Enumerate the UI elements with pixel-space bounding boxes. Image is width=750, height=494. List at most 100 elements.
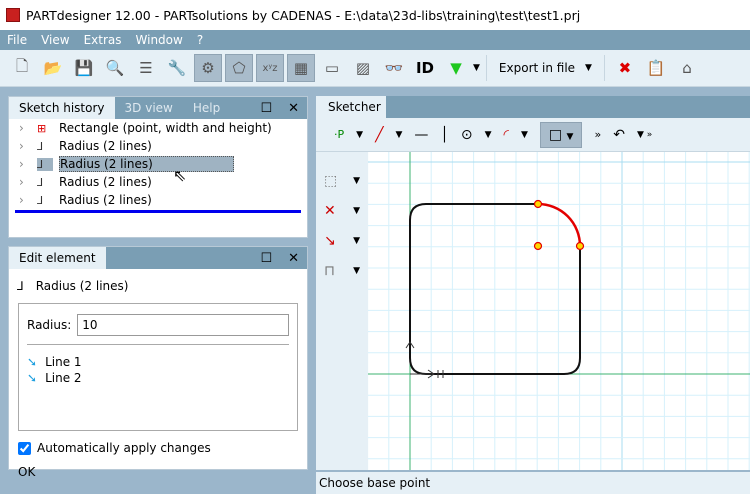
close-icon[interactable]: ✕ xyxy=(288,100,299,116)
ok-button[interactable]: OK xyxy=(18,465,36,479)
table-icon[interactable]: ▦ xyxy=(287,54,315,82)
rectangle-tool-icon[interactable]: □ ▼ xyxy=(539,121,583,148)
control-point xyxy=(533,241,543,251)
dimension-icon[interactable]: ▨ xyxy=(355,59,371,77)
tab-sketch-history[interactable]: Sketch history xyxy=(9,97,115,119)
more-icon[interactable]: » xyxy=(594,128,602,141)
delete-icon[interactable]: ✖ xyxy=(618,59,632,77)
trim-tool[interactable]: ✕ ▼ xyxy=(324,203,360,219)
line-item[interactable]: Line 1 xyxy=(45,355,82,369)
dimension-icon: ⊓ xyxy=(324,263,335,279)
mouse-cursor-icon: ⇖ xyxy=(173,166,187,185)
export-dropdown[interactable]: Export in file ▼ xyxy=(498,61,592,75)
constraint-marker xyxy=(437,370,444,378)
insert-marker[interactable] xyxy=(15,210,301,213)
maximize-icon[interactable]: ☐ xyxy=(260,250,273,266)
selected-radius-arc xyxy=(537,202,582,247)
export-label: Export in file xyxy=(498,61,576,75)
vertical-line-icon[interactable]: │ xyxy=(440,126,449,143)
origin-marker xyxy=(405,341,435,379)
save-icon[interactable]: 💾 xyxy=(74,59,94,77)
glasses-icon[interactable]: 👓 xyxy=(384,59,404,77)
list-item-selected[interactable]: › ⅃ Radius (2 lines) xyxy=(9,155,307,173)
list-item[interactable]: › ⊞ Rectangle (point, width and height) xyxy=(9,119,307,137)
auto-apply-checkbox[interactable] xyxy=(18,441,31,455)
green-triangle-icon[interactable]: ▼ xyxy=(450,59,462,77)
line-item[interactable]: Line 2 xyxy=(45,371,82,385)
move-icon: ⬚ xyxy=(324,173,338,189)
sketch-history-panel: Sketch history 3D view Help ☐ ✕ › ⊞ Rectang… xyxy=(8,96,308,238)
control-point xyxy=(533,199,543,209)
item-label: Radius (2 lines) xyxy=(59,156,234,172)
main-toolbar: 🗋 📂 💾 🔍 ☰ 🔧 ⚙ ⬠ xʸz ▦ ▭ ▨ 👓 ID ▼ ▼ Export… xyxy=(0,50,750,87)
search-icon[interactable]: 🔍 xyxy=(105,59,125,77)
radius-icon: ⅃ xyxy=(37,157,53,171)
chevron-right-icon[interactable]: › xyxy=(19,121,24,135)
line-arrow-icon: ➘ xyxy=(27,355,38,369)
sketch-outline xyxy=(409,203,581,375)
chevron-right-icon[interactable]: › xyxy=(19,175,24,189)
menu-help[interactable]: ? xyxy=(196,33,204,47)
radius-icon: ⅃ xyxy=(17,279,24,293)
menu-file[interactable]: File xyxy=(7,33,28,47)
list-item[interactable]: › ⅃ Radius (2 lines) xyxy=(9,137,307,155)
part-icon[interactable]: ▭ xyxy=(324,59,340,77)
properties-icon[interactable]: ☰ xyxy=(139,59,153,77)
line-arrow-icon: ➘ xyxy=(27,371,38,385)
close-icon[interactable]: ✕ xyxy=(288,250,299,266)
radius-icon: ⅃ xyxy=(37,175,44,189)
new-file-icon[interactable]: 🗋 xyxy=(15,56,29,75)
app-icon xyxy=(6,8,20,22)
radius-icon: ⅃ xyxy=(37,139,44,153)
transform-tool[interactable]: ⬚ ▼ xyxy=(324,173,360,189)
menu-window[interactable]: Window xyxy=(135,33,183,47)
menu-extras[interactable]: Extras xyxy=(83,33,122,47)
edit-element-panel: Edit element ☐ ✕ ⅃ Radius (2 lines) Radius… xyxy=(8,246,308,479)
item-label: Radius (2 lines) xyxy=(59,139,152,153)
id-icon[interactable]: ID xyxy=(415,59,435,77)
sketch-view-icon[interactable]: ⬠ xyxy=(225,54,253,82)
sketcher-toolbar: ·P ▼ ╱ ▼ — │ ⊙ ▼ ◜ ▼ □ ▼ » ↶ ▼ » xyxy=(316,118,750,152)
radius-label: Radius: xyxy=(27,318,72,332)
horizontal-line-icon[interactable]: — xyxy=(414,126,429,143)
element-name: Radius (2 lines) xyxy=(35,279,129,293)
item-label: Radius (2 lines) xyxy=(59,175,152,189)
dimension-tool[interactable]: ⊓ ▼ xyxy=(324,263,360,279)
add-shape-icon[interactable]: ⌂ xyxy=(682,59,692,77)
chevron-right-icon[interactable]: › xyxy=(19,193,24,207)
rectangle-icon: ⊞ xyxy=(37,121,47,135)
sketcher-side-toolbar: ⬚ ▼ ✕ ▼ ↘ ▼ ⊓ ▼ xyxy=(316,152,368,470)
sketcher-header: Sketcher xyxy=(316,96,750,118)
open-folder-icon[interactable]: 📂 xyxy=(43,59,63,77)
radius-icon: ⅃ xyxy=(37,193,44,207)
undo-icon[interactable]: ↶ xyxy=(613,126,625,143)
menu-bar: File View Extras Window ? xyxy=(0,30,750,50)
chevron-right-icon[interactable]: › xyxy=(19,157,24,171)
tab-sketcher[interactable]: Sketcher xyxy=(316,96,386,118)
wrench-icon[interactable]: 🔧 xyxy=(167,59,187,77)
line-icon[interactable]: ╱ xyxy=(375,126,384,143)
radius-input[interactable] xyxy=(77,314,289,336)
menu-view[interactable]: View xyxy=(41,33,70,47)
point-icon[interactable]: ·P xyxy=(334,128,345,141)
paste-icon[interactable]: 📋 xyxy=(646,59,666,77)
item-label: Rectangle (point, width and height) xyxy=(59,121,272,135)
tab-edit-element[interactable]: Edit element xyxy=(9,247,106,269)
sketch-drawing[interactable] xyxy=(367,119,750,481)
maximize-icon[interactable]: ☐ xyxy=(260,100,273,116)
chevron-right-icon[interactable]: › xyxy=(19,139,24,153)
tab-3d-view[interactable]: 3D view xyxy=(124,101,173,115)
auto-apply-label: Automatically apply changes xyxy=(37,441,211,455)
xyz-icon[interactable]: xʸz xyxy=(256,54,284,82)
circle-icon[interactable]: ⊙ xyxy=(460,126,473,143)
arc-icon[interactable]: ◜ xyxy=(503,126,509,143)
control-point xyxy=(575,241,585,251)
tab-help[interactable]: Help xyxy=(192,101,221,115)
fillet-tool[interactable]: ↘ ▼ xyxy=(324,233,360,249)
sketch-canvas[interactable] xyxy=(367,119,750,481)
item-label: Radius (2 lines) xyxy=(59,193,152,207)
bolt-view-icon[interactable]: ⚙ xyxy=(194,54,222,82)
list-item[interactable]: › ⅃ Radius (2 lines) xyxy=(9,191,307,209)
list-item[interactable]: › ⅃ Radius (2 lines) xyxy=(9,173,307,191)
fillet-icon: ↘ xyxy=(324,233,336,249)
